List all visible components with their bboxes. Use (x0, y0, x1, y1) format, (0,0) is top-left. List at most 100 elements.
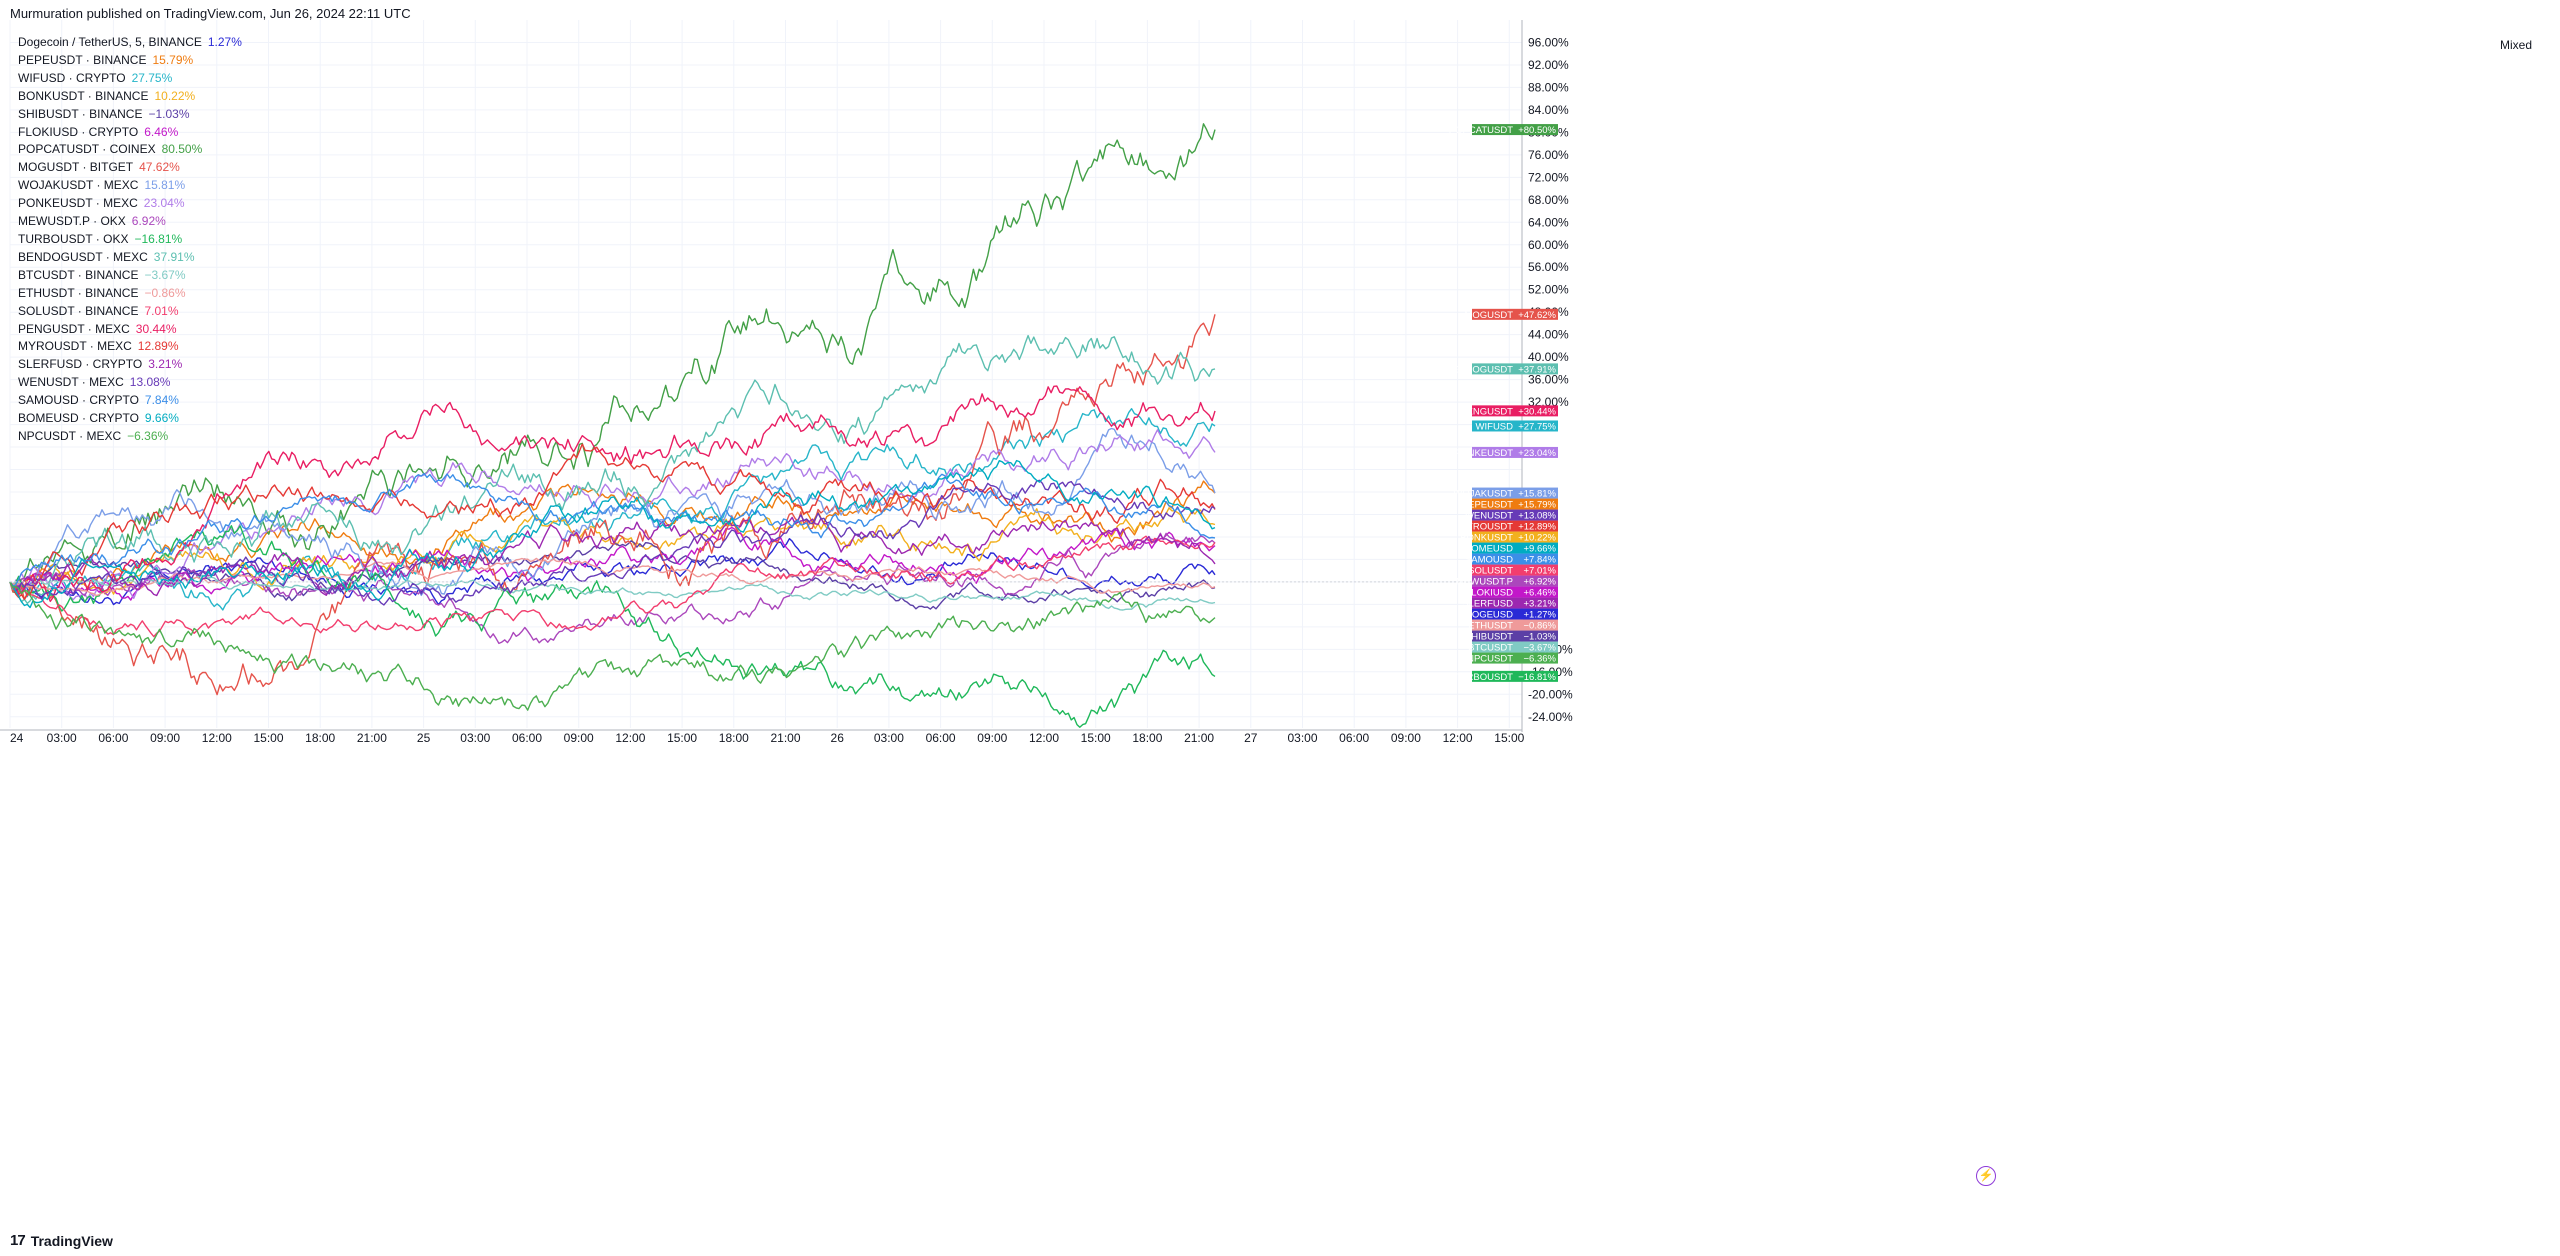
price-tag[interactable] (1472, 308, 1558, 320)
legend-row[interactable]: FLOKIUSD · CRYPTO 6.46% (18, 124, 242, 142)
series-line[interactable] (9, 480, 1216, 591)
series-line[interactable] (9, 540, 1216, 610)
price-tag[interactable] (1472, 542, 1558, 554)
series-line[interactable] (9, 516, 1216, 597)
x-tick-label: 06:00 (926, 731, 956, 745)
price-tag-symbol: TURBOUSDT (1454, 672, 1513, 683)
price-tag[interactable] (1472, 652, 1558, 664)
x-tick-label: 03:00 (47, 731, 77, 745)
x-tick-label: 09:00 (1391, 731, 1421, 745)
price-tag[interactable] (1472, 619, 1558, 631)
legend-row[interactable]: TURBOUSDT · OKX −16.81% (18, 231, 242, 249)
price-tag[interactable] (1472, 630, 1558, 642)
price-tag-symbol: PEPEUSDT (1462, 500, 1513, 511)
price-tag[interactable] (1472, 498, 1558, 510)
scale-mode-label[interactable]: Mixed (2500, 38, 2533, 52)
price-tag[interactable] (1472, 564, 1558, 576)
series-line[interactable] (9, 581, 1216, 711)
legend-name: MYROUSDT · MEXC (18, 339, 132, 354)
series-line[interactable] (9, 479, 1216, 606)
x-tick-label: 26 (831, 731, 845, 745)
price-tag-symbol: PENGUSDT (1460, 406, 1513, 417)
legend-row[interactable]: SLERFUSD · CRYPTO 3.21% (18, 356, 242, 374)
x-tick-label: 21:00 (1184, 731, 1214, 745)
legend-row[interactable]: POPCATUSDT · COINEX 80.50% (18, 141, 242, 159)
series-line[interactable] (9, 526, 1216, 601)
legend-row[interactable]: BONKUSDT · BINANCE 10.22% (18, 88, 242, 106)
bolt-icon[interactable]: ⚡ (1976, 1166, 1996, 1186)
series-line[interactable] (9, 574, 1216, 611)
series-line[interactable] (9, 535, 1216, 638)
legend-row-main[interactable]: Dogecoin / TetherUS, 5, BINANCE 1.27% (18, 34, 242, 52)
price-tag-change: +15.79% (1518, 500, 1556, 511)
price-tag[interactable] (1472, 575, 1558, 587)
legend-row[interactable]: SOLUSDT · BINANCE 7.01% (18, 303, 242, 321)
price-tag[interactable] (1472, 487, 1558, 499)
price-tag[interactable] (1472, 363, 1558, 375)
legend-name: SHIBUSDT · BINANCE (18, 106, 143, 121)
legend-change: 37.91% (153, 249, 195, 264)
price-tag[interactable] (1472, 670, 1558, 682)
y-tick-label: 36.00% (1528, 373, 1569, 387)
legend-change: 47.62% (139, 160, 180, 175)
price-tag[interactable] (1472, 509, 1558, 521)
legend-change: 7.01% (144, 303, 179, 318)
legend-row[interactable]: MYROUSDT · MEXC 12.89% (18, 338, 242, 356)
series-line[interactable] (9, 427, 1216, 597)
legend-row[interactable]: PONKEUSDT · MEXC 23.04% (18, 195, 242, 213)
series-line[interactable] (9, 123, 1216, 594)
legend-row[interactable]: BENDOGUSDT · MEXC 37.91% (18, 249, 242, 267)
legend-row[interactable]: PENGUSDT · MEXC 30.44% (18, 321, 242, 339)
price-tag[interactable] (1472, 641, 1558, 653)
price-tag[interactable] (1472, 405, 1558, 417)
legend-row[interactable]: WOJAKUSDT · MEXC 15.81% (18, 177, 242, 195)
legend-row[interactable]: SAMOUSD · CRYPTO 7.84% (18, 392, 242, 410)
price-tag[interactable] (1472, 446, 1558, 458)
price-tag-change: +37.91% (1518, 364, 1556, 375)
price-tag[interactable] (1472, 597, 1558, 609)
tradingview-logo-icon: 17 (10, 1232, 26, 1249)
legend-name: SAMOUSD · CRYPTO (18, 393, 139, 408)
legend-row[interactable]: MEWUSDT.P · OKX 6.92% (18, 213, 242, 231)
legend-change: 23.04% (143, 196, 185, 211)
legend-row[interactable]: ETHUSDT · BINANCE −0.86% (18, 285, 242, 303)
legend-row[interactable]: WENUSDT · MEXC 13.08% (18, 374, 242, 392)
price-tag-change: −3.67% (1524, 643, 1557, 654)
series-line[interactable] (9, 472, 1216, 587)
legend-row[interactable]: MOGUSDT · BITGET 47.62% (18, 159, 242, 177)
series-line[interactable] (9, 507, 1216, 595)
x-tick-label: 15:00 (1081, 731, 1111, 745)
legend-name: PENGUSDT · MEXC (18, 321, 130, 336)
price-tag[interactable] (1472, 124, 1558, 136)
legend-row[interactable]: BOMEUSD · CRYPTO 9.66% (18, 410, 242, 428)
legend-name: MOGUSDT · BITGET (18, 160, 134, 175)
price-tag[interactable] (1472, 420, 1558, 432)
legend-row[interactable]: BTCUSDT · BINANCE −3.67% (18, 267, 242, 285)
legend-row[interactable]: WIFUSD · CRYPTO 27.75% (18, 70, 242, 88)
y-tick-label: 96.00% (1528, 35, 1569, 49)
series-line[interactable] (9, 385, 1216, 603)
published-header: Murmuration published on TradingView.com… (10, 6, 411, 21)
price-tag[interactable] (1472, 586, 1558, 598)
legend-row[interactable]: NPCUSDT · MEXC −6.36% (18, 428, 242, 446)
price-tag-symbol: SAMOUSD (1465, 555, 1513, 566)
series-line[interactable] (9, 314, 1216, 696)
price-tag[interactable] (1472, 531, 1558, 543)
legend-name: ETHUSDT · BINANCE (18, 285, 139, 300)
legend-name: FLOKIUSD · CRYPTO (18, 124, 139, 139)
legend-row[interactable]: SHIBUSDT · BINANCE −1.03% (18, 106, 242, 124)
price-tag[interactable] (1472, 520, 1558, 532)
legend-row[interactable]: PEPEUSDT · BINANCE 15.79% (18, 52, 242, 70)
x-tick-label: 15:00 (1494, 731, 1524, 745)
price-tag[interactable] (1472, 553, 1558, 565)
price-tag[interactable] (1472, 608, 1558, 620)
price-tag-change: +15.81% (1518, 489, 1556, 500)
legend-name: POPCATUSDT · COINEX (18, 142, 156, 157)
series-line[interactable] (9, 334, 1216, 605)
series-line[interactable] (9, 459, 1216, 609)
series-line[interactable] (9, 429, 1216, 601)
series-line[interactable] (9, 408, 1216, 611)
x-tick-label: 24 (10, 731, 24, 745)
legend-change: −0.86% (144, 285, 186, 300)
